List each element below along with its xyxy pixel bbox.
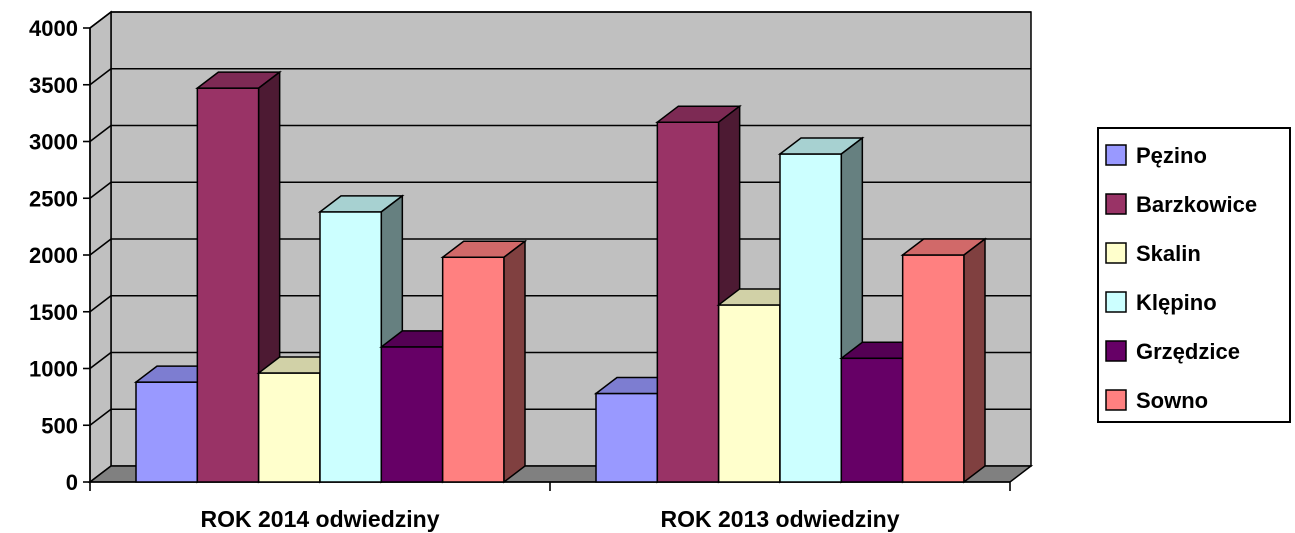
legend-swatch: [1105, 389, 1127, 411]
category-labels: ROK 2014 odwiedziny ROK 2013 odwiedziny: [200, 506, 899, 532]
gridline-side: [89, 408, 112, 426]
legend-swatch: [1105, 242, 1127, 264]
y-tick-label: 500: [41, 413, 78, 438]
y-tick-label: 0: [66, 470, 78, 495]
gridline-side: [89, 295, 112, 313]
y-tick-label: 3000: [29, 130, 78, 155]
gridline-side: [89, 68, 112, 86]
bar-front: [319, 211, 383, 483]
legend-swatch: [1105, 291, 1127, 313]
bar-front: [135, 381, 199, 483]
gridline-side: [89, 181, 112, 199]
bar-front: [717, 304, 781, 483]
legend-label: Skalin: [1136, 241, 1201, 266]
legend-entry: Skalin: [1105, 241, 1201, 266]
bar-front: [196, 87, 260, 483]
bar-front: [257, 372, 321, 483]
bar-front: [779, 153, 843, 483]
legend-label: Sowno: [1136, 388, 1208, 413]
gridline-side: [89, 351, 112, 370]
y-tick-label: 2000: [29, 243, 78, 268]
bars: [133, 70, 988, 484]
category-label: ROK 2014 odwiedziny: [200, 506, 439, 532]
y-tick-label: 3500: [29, 73, 78, 98]
y-tick-label: 1500: [29, 300, 78, 325]
bar-front: [840, 357, 904, 483]
gridline-side: [89, 124, 112, 143]
legend-entry: Pęzino: [1105, 143, 1207, 168]
legend-label: Grzędzice: [1136, 339, 1240, 364]
y-tick-label: 4000: [29, 16, 78, 41]
legend-entry: Grzędzice: [1105, 339, 1240, 364]
legend-label: Klępino: [1136, 290, 1217, 315]
legend-entry: Sowno: [1105, 388, 1208, 413]
bar-front: [595, 392, 659, 483]
gridline-side: [89, 11, 112, 29]
legend-label: Pęzino: [1136, 143, 1207, 168]
bar-front: [901, 254, 965, 483]
legend-box: [1097, 127, 1291, 423]
y-tick-labels: 0 500 1000 1500 2000 2500 3000 3500 4000: [29, 16, 78, 495]
y-tick-label: 1000: [29, 357, 78, 382]
bar-front: [380, 346, 444, 483]
legend-entry: Barzkowice: [1105, 192, 1257, 217]
bar-1-5: [900, 237, 988, 484]
y-tick-label: 2500: [29, 186, 78, 211]
legend-entry: Klępino: [1105, 290, 1217, 315]
legend-label: Barzkowice: [1136, 192, 1257, 217]
gridline-side: [89, 238, 112, 256]
bar-side: [503, 239, 526, 484]
legend: Pęzino Barzkowice Skalin Klępino Grzędzice So…: [1097, 127, 1291, 423]
bar-front: [441, 256, 505, 483]
bar-side: [963, 237, 986, 484]
bar-1-2: [716, 287, 804, 484]
legend-swatch: [1105, 340, 1127, 362]
bar-front: [656, 121, 720, 483]
legend-swatch: [1105, 144, 1127, 166]
bar-0-5: [440, 239, 528, 484]
legend-swatch: [1105, 193, 1127, 215]
category-label: ROK 2013 odwiedziny: [660, 506, 899, 532]
